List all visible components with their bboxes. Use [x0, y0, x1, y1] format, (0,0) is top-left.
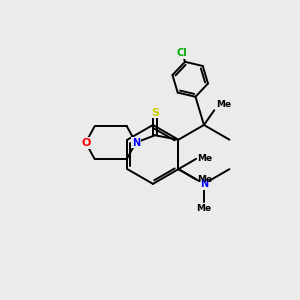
- Text: Me: Me: [216, 100, 231, 109]
- Text: Me: Me: [196, 204, 211, 213]
- Text: N: N: [200, 179, 208, 189]
- Text: N: N: [132, 138, 140, 148]
- Text: O: O: [81, 138, 90, 148]
- Text: Me: Me: [198, 154, 213, 163]
- Text: Me: Me: [198, 175, 213, 184]
- Text: Cl: Cl: [177, 48, 188, 58]
- Text: S: S: [151, 108, 159, 118]
